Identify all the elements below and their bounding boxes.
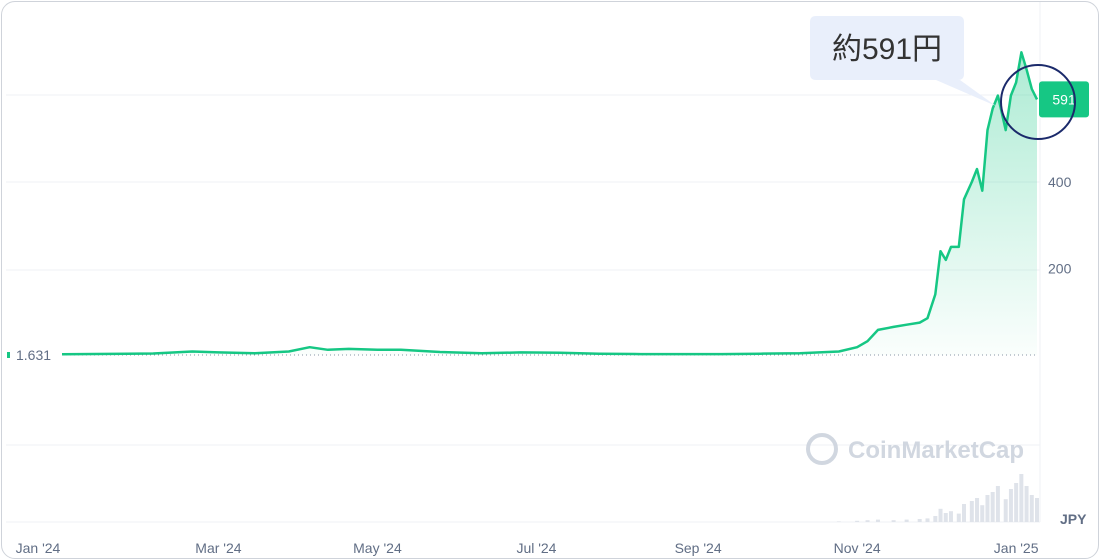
watermark: CoinMarketCap bbox=[806, 433, 1024, 465]
start-marker bbox=[7, 352, 10, 358]
x-tick-label: Mar '24 bbox=[195, 540, 241, 556]
callout-bubble bbox=[810, 16, 996, 106]
currency-unit: JPY bbox=[1060, 511, 1087, 527]
y-tick-label: 400 bbox=[1048, 174, 1072, 190]
volume-bar bbox=[933, 516, 938, 522]
highlight-circle bbox=[1000, 64, 1076, 140]
x-tick-label: Nov '24 bbox=[834, 540, 881, 556]
volume-bar bbox=[943, 513, 948, 522]
volume-bar bbox=[917, 519, 922, 522]
volume-bar bbox=[1019, 474, 1024, 522]
x-tick-label: Jan '25 bbox=[994, 540, 1039, 556]
volume-bar bbox=[1024, 486, 1029, 522]
volume-bar bbox=[865, 520, 870, 522]
price-line bbox=[61, 51, 1039, 356]
volume-bar bbox=[938, 508, 943, 522]
current-price-badge-text: 591 bbox=[1052, 91, 1076, 107]
volume-bar bbox=[1035, 498, 1039, 522]
x-tick-label: Jul '24 bbox=[516, 540, 556, 556]
volume-bar bbox=[1003, 499, 1008, 522]
volume-bar bbox=[985, 495, 990, 522]
volume-bar bbox=[962, 504, 967, 522]
y-tick-label: 200 bbox=[1048, 261, 1072, 277]
callout-text: 約591円 bbox=[832, 33, 942, 66]
volume-bar bbox=[855, 520, 860, 522]
volume-bar bbox=[956, 513, 961, 522]
price-area bbox=[62, 52, 1037, 356]
start-price-label: 1.631 bbox=[16, 347, 51, 363]
volume-bar bbox=[875, 519, 880, 522]
volume-bar bbox=[948, 511, 953, 522]
volume-bar bbox=[990, 492, 995, 522]
coinmarketcap-logo-icon bbox=[806, 433, 838, 465]
volume-bar bbox=[836, 521, 841, 522]
volume-bar bbox=[925, 518, 930, 522]
volume-bar bbox=[904, 519, 909, 522]
x-tick-label: Sep '24 bbox=[675, 540, 722, 556]
volume-bar bbox=[980, 505, 985, 522]
x-tick-label: Jan '24 bbox=[16, 540, 61, 556]
volume-bar bbox=[995, 486, 1000, 522]
volume-bar bbox=[1029, 495, 1034, 522]
volume-bar bbox=[969, 501, 974, 522]
volume-bar bbox=[975, 498, 980, 522]
watermark-text: CoinMarketCap bbox=[848, 437, 1024, 464]
volume-bar bbox=[1008, 489, 1013, 522]
volume-bar bbox=[891, 520, 896, 522]
volume-bar bbox=[1014, 483, 1019, 522]
x-tick-label: May '24 bbox=[353, 540, 402, 556]
current-price-badge bbox=[1039, 81, 1089, 118]
